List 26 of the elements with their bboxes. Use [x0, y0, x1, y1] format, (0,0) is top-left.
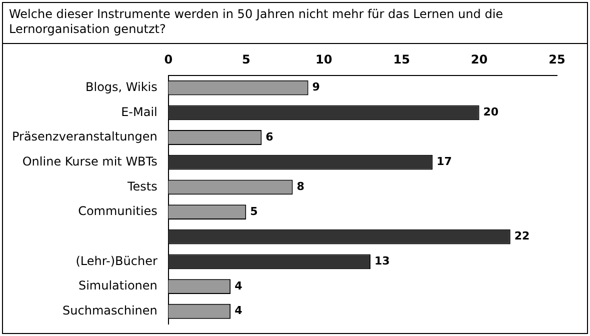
data-label: 5	[250, 204, 258, 218]
y-tick-label: Suchmaschinen	[62, 304, 158, 318]
data-label: 6	[266, 130, 274, 144]
data-label: 8	[296, 180, 304, 194]
x-tick-label: 15	[393, 52, 410, 66]
data-label: 4	[234, 304, 243, 318]
chart-title: Welche dieser Instrumente werden in 50 Jahren nicht mehr für das Lernen und die Lernorganisation genutzt?	[3, 3, 587, 44]
y-tick-label: Simulationen	[78, 278, 158, 293]
x-tick-label: 10	[315, 52, 332, 66]
data-label: 13	[374, 254, 390, 268]
y-tick-label: (Lehr-)Bücher	[76, 254, 158, 268]
x-tick-label: 25	[548, 52, 566, 66]
data-label: 4	[234, 279, 243, 292]
x-tick-label: 5	[242, 52, 250, 66]
x-tick-label: 20	[470, 52, 488, 66]
y-tick-label: Online Kurse mit WBTs	[22, 154, 158, 168]
y-tick-label: Communities	[78, 204, 158, 218]
data-label: 20	[483, 106, 499, 119]
y-tick-label: Präsenzveranstaltungen	[12, 130, 158, 144]
data-label: 17	[436, 155, 452, 168]
y-tick-label: Tests	[126, 179, 158, 194]
data-label: 9	[312, 80, 320, 94]
y-tick-label: E-Mail	[121, 104, 158, 119]
y-tick-label: Blogs, Wikis	[86, 80, 158, 94]
data-label: 22	[514, 230, 530, 243]
x-tick-label: 0	[164, 52, 173, 66]
